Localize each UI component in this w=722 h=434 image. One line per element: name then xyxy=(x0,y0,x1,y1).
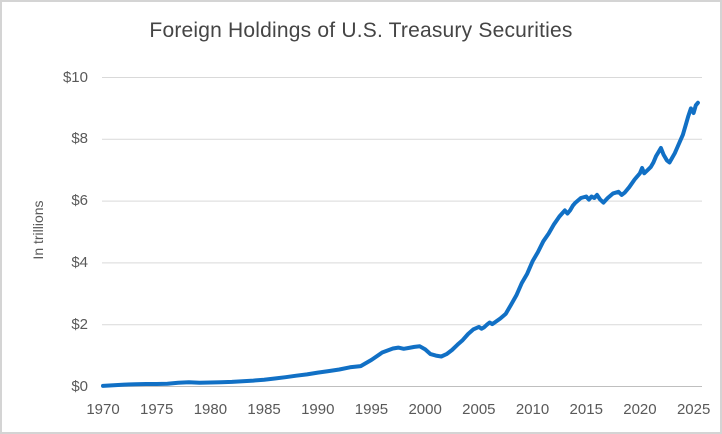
x-tick-label: 2005 xyxy=(462,401,496,418)
x-tick-label: 2025 xyxy=(676,401,711,418)
x-tick-label: 1990 xyxy=(301,401,335,418)
x-tick-label: 2015 xyxy=(569,401,603,418)
y-tick-label: $0 xyxy=(71,377,88,395)
x-tick-label: 2010 xyxy=(515,401,550,418)
x-tick-label: 1980 xyxy=(193,401,228,418)
x-tick-label: 2020 xyxy=(623,401,657,418)
gridlines xyxy=(102,77,702,387)
y-tick-label: $6 xyxy=(71,192,88,210)
y-tick-label: $8 xyxy=(71,130,88,148)
y-tick-label: $10 xyxy=(62,68,88,86)
x-tick-label: 1970 xyxy=(86,401,120,418)
y-tick-label: $2 xyxy=(71,315,88,333)
x-tick-label: 1995 xyxy=(354,401,389,418)
x-tick-label: 1985 xyxy=(247,401,281,418)
chart-title: Foreign Holdings of U.S. Treasury Securi… xyxy=(149,19,573,42)
series-line xyxy=(101,100,700,388)
x-tick-label: 2000 xyxy=(408,401,442,418)
y-tick-label: $4 xyxy=(71,253,88,271)
data-line xyxy=(101,100,700,388)
x-tick-label: 1975 xyxy=(140,401,174,418)
